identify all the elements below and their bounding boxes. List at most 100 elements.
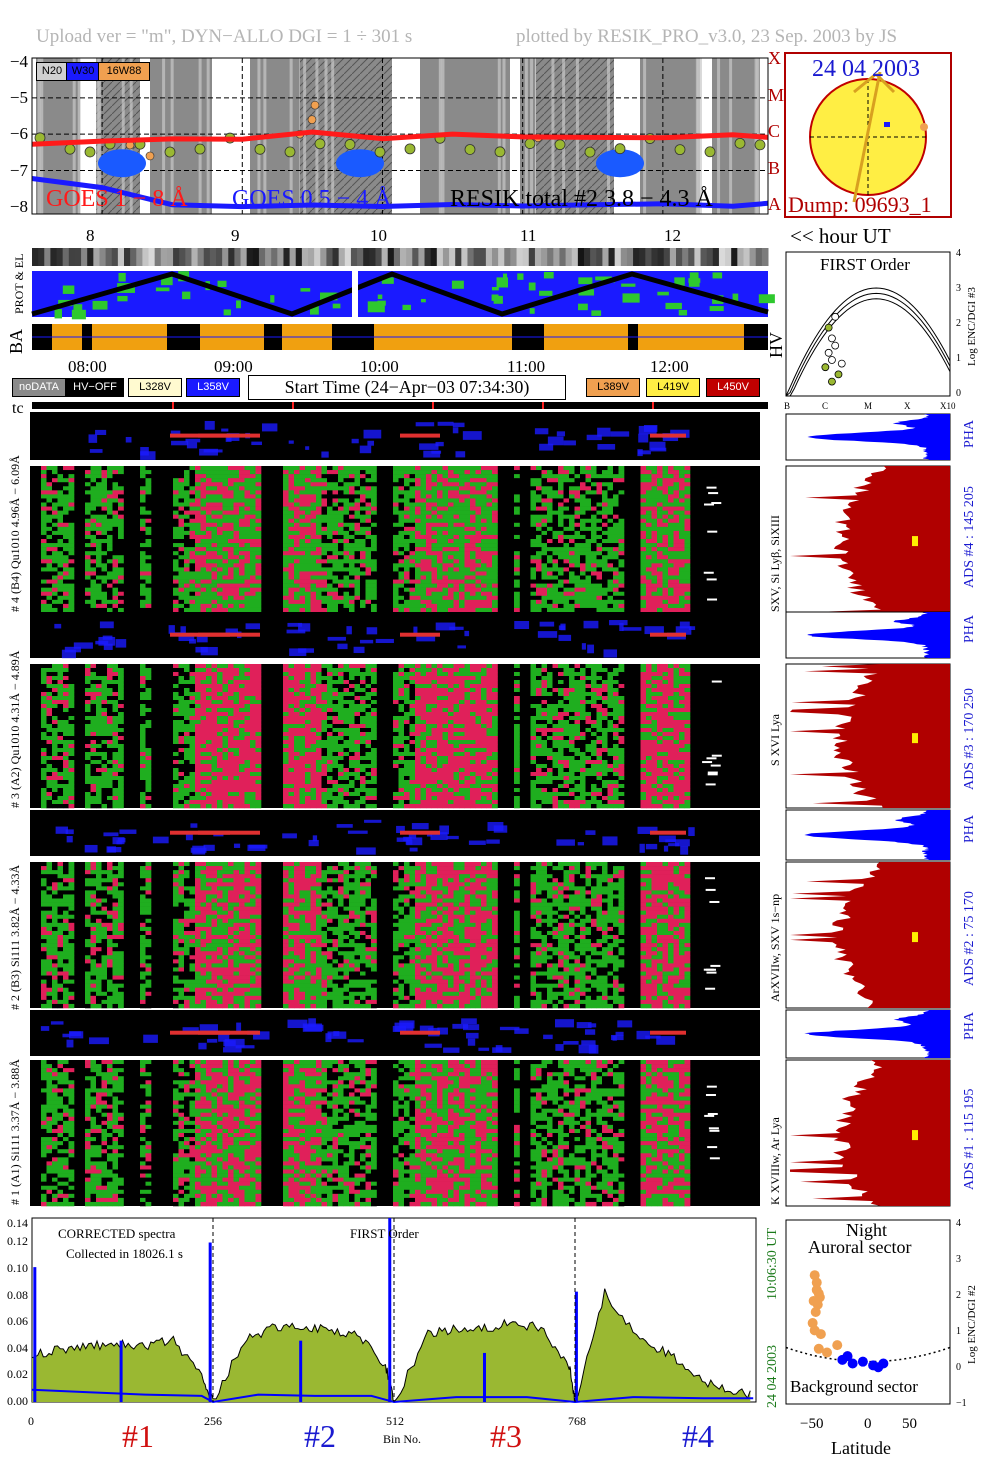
- heatmap-cell: [486, 526, 493, 532]
- heatmap-cell: [46, 756, 53, 761]
- heatmap-cell: [233, 716, 240, 721]
- heatmap-cell: [255, 720, 262, 725]
- heatmap-cell: [206, 526, 212, 532]
- heatmap-cell: [244, 776, 251, 781]
- heatmap-cell: [239, 776, 245, 781]
- heatmap-cell: [184, 780, 190, 785]
- heatmap-cell: [46, 668, 53, 673]
- heatmap-cell: [107, 494, 113, 499]
- heatmap-cell: [294, 559, 300, 564]
- heatmap-cell: [206, 514, 212, 520]
- heatmap-cell: [41, 583, 47, 588]
- heatmap-cell: [85, 736, 91, 741]
- heatmap-cell: [530, 490, 537, 495]
- heatmap-cell: [530, 547, 537, 552]
- heatmap-cell: [178, 724, 185, 729]
- heatmap-cell: [349, 567, 355, 572]
- heatmap-cell: [321, 603, 328, 609]
- heatmap-cell: [96, 587, 102, 593]
- heatmap-cell: [184, 559, 190, 564]
- heatmap-cell: [321, 559, 328, 564]
- heatmap-cell: [453, 522, 460, 528]
- heatmap-cell: [200, 792, 207, 797]
- heatmap-cell: [239, 788, 245, 793]
- heatmap-cell: [255, 583, 262, 588]
- heatmap-cell: [145, 784, 152, 789]
- heatmap-cell: [365, 478, 372, 483]
- heatmap-cell: [211, 547, 218, 552]
- heatmap-cell: [360, 567, 366, 572]
- heatmap-cell: [255, 708, 262, 713]
- heatmap-cell: [239, 736, 245, 741]
- heatmap-cell: [365, 547, 372, 552]
- heatmap-cell: [173, 526, 179, 532]
- heatmap-cell: [679, 474, 685, 479]
- heatmap-cell: [140, 724, 146, 729]
- pha-cell: [115, 639, 127, 648]
- heatmap-cell: [233, 772, 240, 777]
- heatmap-cell: [52, 567, 58, 572]
- heatmap-cell: [338, 563, 344, 568]
- heatmap-cell: [486, 510, 493, 515]
- heatmap-cell: [684, 506, 691, 511]
- heatmap-cell: [85, 551, 91, 556]
- heatmap-cell: [657, 607, 663, 613]
- heatmap-cell: [613, 534, 619, 540]
- heatmap-cell: [228, 800, 234, 805]
- heatmap-cell: [437, 466, 443, 471]
- heatmap-cell: [618, 559, 625, 564]
- heatmap-cell: [46, 696, 53, 701]
- heatmap-cell: [46, 563, 53, 568]
- heatmap-cell: [211, 575, 218, 580]
- heatmap-cell: [288, 563, 295, 568]
- heatmap-cell: [530, 506, 537, 511]
- heatmap-cell: [217, 551, 223, 556]
- heatmap-cell: [651, 526, 658, 532]
- heatmap-cell: [607, 470, 614, 475]
- heatmap-cell: [349, 482, 355, 487]
- heatmap-cell: [613, 595, 619, 601]
- heatmap-cell: [178, 587, 185, 593]
- heatmap-cell: [68, 563, 75, 568]
- heatmap-cell: [41, 575, 47, 580]
- heatmap-cell: [255, 482, 262, 487]
- heatmap-cell: [145, 740, 152, 745]
- prot-el-cell: [657, 248, 665, 266]
- heatmap-cell: [140, 748, 146, 753]
- heatmap-cell: [145, 720, 152, 725]
- heatmap-cell: [305, 539, 311, 544]
- heatmap-cell: [640, 474, 647, 479]
- heatmap-cell: [107, 684, 113, 689]
- heatmap-cell: [217, 708, 223, 713]
- heatmap-cell: [189, 599, 196, 605]
- heatmap-cell: [233, 474, 240, 479]
- heatmap-cell: [668, 518, 674, 524]
- heatmap-cell: [349, 486, 355, 491]
- heatmap-cell: [63, 579, 69, 584]
- goes-gap-stripe: [129, 58, 133, 214]
- heatmap-cell: [200, 764, 207, 769]
- heatmap-cell: [569, 518, 575, 524]
- heatmap-cell: [684, 591, 691, 597]
- heatmap-cell: [96, 583, 102, 588]
- prot-el-cell: [743, 248, 751, 266]
- heatmap-cell: [679, 478, 685, 483]
- prot-el-cell: [461, 248, 468, 266]
- heatmap-cell: [217, 688, 223, 693]
- heatmap-cell: [41, 567, 47, 572]
- heatmap-cell: [250, 607, 256, 613]
- heatmap-cell: [90, 563, 97, 568]
- heatmap-cell: [68, 551, 75, 556]
- heatmap-cell: [299, 518, 306, 524]
- heatmap-cell: [558, 579, 564, 584]
- heatmap-cell: [173, 502, 179, 507]
- heatmap-cell: [244, 720, 251, 725]
- heatmap-cell: [437, 575, 443, 580]
- heatmap-marker: [704, 503, 715, 506]
- heatmap-cell: [393, 599, 399, 605]
- heatmap-cell: [233, 712, 240, 717]
- heatmap-cell: [646, 486, 652, 491]
- heatmap-cell: [173, 696, 179, 701]
- heatmap-cell: [173, 494, 179, 499]
- heatmap-cell: [547, 539, 553, 544]
